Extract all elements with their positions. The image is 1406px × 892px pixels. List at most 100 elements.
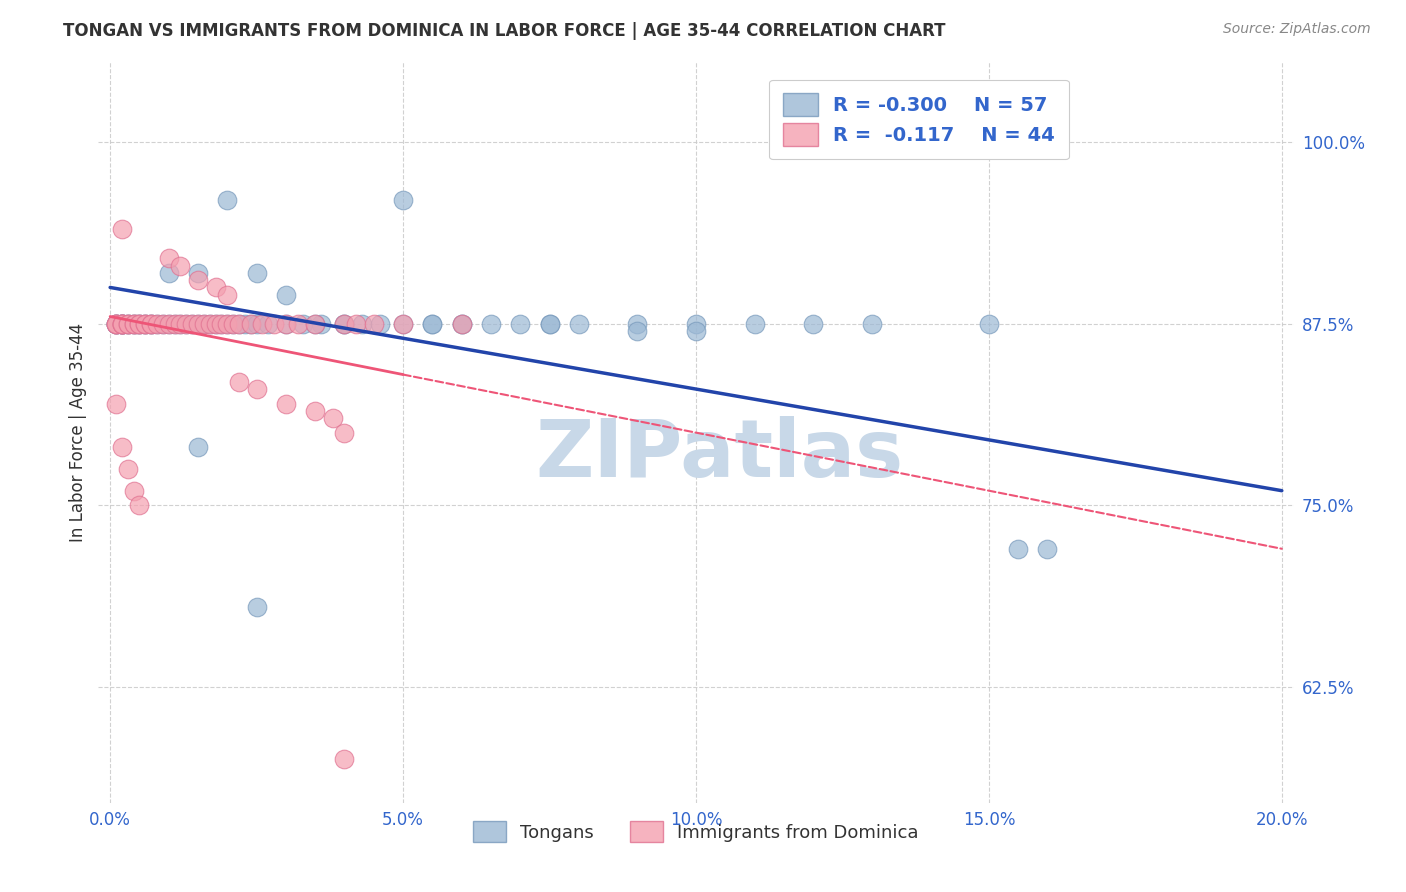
Point xyxy=(111,317,134,331)
Point xyxy=(352,317,374,331)
Point xyxy=(117,317,139,331)
Point xyxy=(105,317,128,331)
Point xyxy=(111,317,134,331)
Point xyxy=(450,317,472,331)
Point xyxy=(977,317,1000,331)
Point xyxy=(239,317,262,331)
Text: ZIPatlas: ZIPatlas xyxy=(536,416,904,494)
Point xyxy=(228,375,250,389)
Point xyxy=(111,317,134,331)
Point xyxy=(204,317,226,331)
Point xyxy=(141,317,163,331)
Point xyxy=(111,317,134,331)
Point xyxy=(128,317,150,331)
Point xyxy=(246,382,269,396)
Point xyxy=(146,317,169,331)
Point xyxy=(174,317,197,331)
Point xyxy=(292,317,315,331)
Point xyxy=(187,440,209,454)
Text: TONGAN VS IMMIGRANTS FROM DOMINICA IN LABOR FORCE | AGE 35-44 CORRELATION CHART: TONGAN VS IMMIGRANTS FROM DOMINICA IN LA… xyxy=(63,22,946,40)
Point xyxy=(111,317,134,331)
Point xyxy=(122,483,145,498)
Point xyxy=(744,317,766,331)
Point xyxy=(122,317,145,331)
Point xyxy=(163,317,186,331)
Point xyxy=(128,317,150,331)
Point xyxy=(217,194,239,208)
Point xyxy=(222,317,245,331)
Point xyxy=(163,317,186,331)
Point xyxy=(117,317,139,331)
Point xyxy=(157,317,180,331)
Text: Source: ZipAtlas.com: Source: ZipAtlas.com xyxy=(1223,22,1371,37)
Point xyxy=(685,317,707,331)
Point xyxy=(274,317,297,331)
Point xyxy=(246,317,269,331)
Point xyxy=(228,317,250,331)
Point xyxy=(239,317,262,331)
Point xyxy=(152,317,174,331)
Point xyxy=(141,317,163,331)
Point xyxy=(198,317,221,331)
Point xyxy=(222,317,245,331)
Point xyxy=(111,440,134,454)
Point xyxy=(538,317,561,331)
Point xyxy=(122,317,145,331)
Point xyxy=(287,317,309,331)
Point xyxy=(111,317,134,331)
Point xyxy=(204,317,226,331)
Point xyxy=(169,317,191,331)
Point xyxy=(801,317,824,331)
Point xyxy=(181,317,204,331)
Point xyxy=(111,317,134,331)
Point xyxy=(368,317,391,331)
Point xyxy=(333,317,356,331)
Point xyxy=(626,317,648,331)
Point xyxy=(685,324,707,338)
Point xyxy=(304,317,326,331)
Point xyxy=(152,317,174,331)
Point xyxy=(157,317,180,331)
Point xyxy=(204,280,226,294)
Point xyxy=(111,317,134,331)
Point xyxy=(128,498,150,512)
Point xyxy=(134,317,156,331)
Point xyxy=(217,317,239,331)
Point xyxy=(422,317,444,331)
Point xyxy=(479,317,502,331)
Point xyxy=(128,317,150,331)
Point xyxy=(626,324,648,338)
Point xyxy=(217,287,239,301)
Point xyxy=(392,194,415,208)
Point xyxy=(333,317,356,331)
Point xyxy=(860,317,883,331)
Point xyxy=(157,266,180,280)
Point xyxy=(193,317,215,331)
Point xyxy=(157,252,180,266)
Point xyxy=(1036,541,1059,556)
Point xyxy=(333,425,356,440)
Point xyxy=(141,317,163,331)
Point xyxy=(233,317,256,331)
Point xyxy=(450,317,472,331)
Point xyxy=(141,317,163,331)
Point xyxy=(304,404,326,418)
Point xyxy=(246,266,269,280)
Point xyxy=(538,317,561,331)
Point xyxy=(228,317,250,331)
Point xyxy=(344,317,367,331)
Point xyxy=(263,317,285,331)
Point xyxy=(105,317,128,331)
Point xyxy=(509,317,531,331)
Point xyxy=(134,317,156,331)
Point xyxy=(117,462,139,476)
Point xyxy=(211,317,233,331)
Point xyxy=(181,317,204,331)
Point xyxy=(105,317,128,331)
Point xyxy=(105,396,128,410)
Point xyxy=(274,396,297,410)
Point xyxy=(257,317,280,331)
Point xyxy=(211,317,233,331)
Point xyxy=(333,752,356,766)
Point xyxy=(193,317,215,331)
